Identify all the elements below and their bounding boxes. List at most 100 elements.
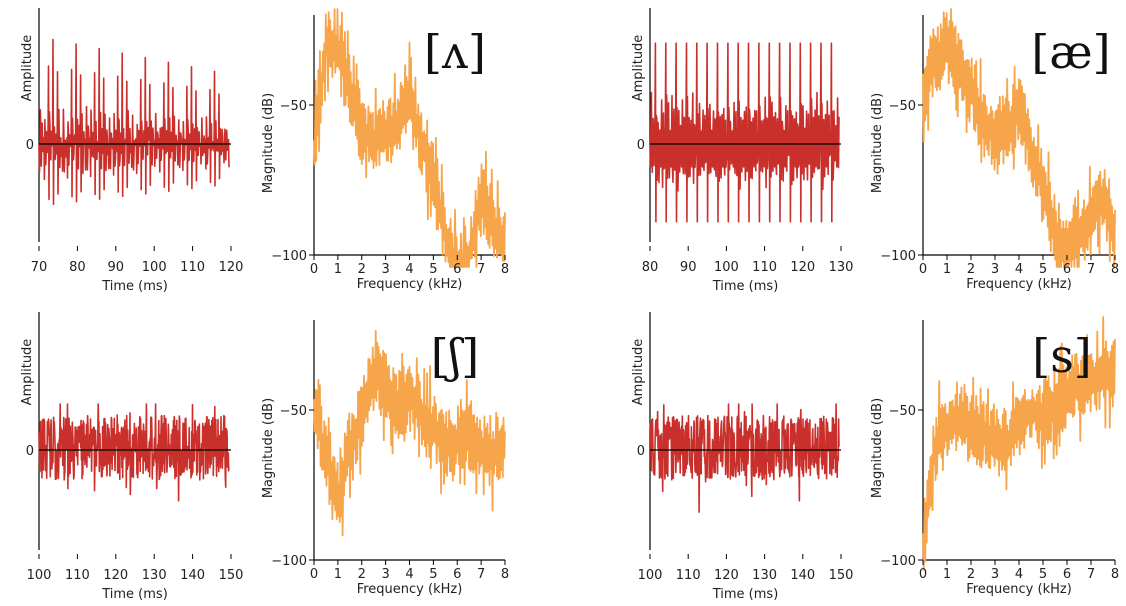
y-tick-label: −50 xyxy=(280,99,307,114)
y-axis-label: Amplitude xyxy=(631,339,646,406)
x-tick-label: 8 xyxy=(501,262,509,277)
x-tick-label: 4 xyxy=(405,567,413,582)
waveform-panel-1: 0 Amplitude 70 80 90 100 110 120 Time (ms) xyxy=(20,8,243,294)
x-tick-label: 6 xyxy=(1063,262,1071,277)
waveform-panel-7: 0 Amplitude 100 110 120 130 140 150 Time (ms) xyxy=(631,312,853,602)
x-tick-label: 2 xyxy=(358,262,366,277)
x-tick-label: 100 xyxy=(142,260,167,275)
y-tick-label: 0 xyxy=(26,444,34,459)
waveform-line xyxy=(38,403,230,502)
x-tick-label: 90 xyxy=(108,260,125,275)
x-tick-label: 100 xyxy=(27,568,52,583)
x-tick-label: 3 xyxy=(381,262,389,277)
waveform-panel-5: 0 Amplitude 100 110 120 130 140 150 Time (ms) xyxy=(20,312,243,602)
x-tick-label: 0 xyxy=(919,262,927,277)
y-tick-label: −100 xyxy=(880,249,916,264)
x-tick-label: 150 xyxy=(219,568,244,583)
x-tick-label: 100 xyxy=(638,568,663,583)
x-tick-label: 110 xyxy=(180,260,205,275)
x-tick-label: 6 xyxy=(453,567,461,582)
y-axis-label: Amplitude xyxy=(631,35,646,102)
y-axis-label: Amplitude xyxy=(20,35,35,102)
x-tick-label: 4 xyxy=(1015,567,1023,582)
y-tick-label: −100 xyxy=(880,554,916,569)
spectrum-panel-4: −50 −100 Magnitude (dB) 0 1 2 3 4 5 6 7 8 Frequency … xyxy=(870,8,1119,292)
x-axis-label: Time (ms) xyxy=(101,587,168,602)
x-tick-label: 120 xyxy=(103,568,128,583)
x-axis-label: Time (ms) xyxy=(712,279,779,294)
x-tick-label: 140 xyxy=(790,568,815,583)
x-tick-label: 80 xyxy=(69,260,86,275)
y-tick-label: −50 xyxy=(889,404,916,419)
x-tick-label: 4 xyxy=(1015,262,1023,277)
x-tick-label: 8 xyxy=(1111,567,1119,582)
spectrum-line xyxy=(313,329,506,537)
x-tick-label: 90 xyxy=(680,260,697,275)
spectrum-panel-8: −50 −100 Magnitude (dB) 0 1 2 3 4 5 6 7 8 Frequency … xyxy=(870,316,1119,597)
x-tick-label: 150 xyxy=(829,568,854,583)
x-axis-label: Frequency (kHz) xyxy=(966,582,1072,597)
x-tick-label: 130 xyxy=(752,568,777,583)
spectrum-line xyxy=(922,8,1116,268)
x-tick-label: 2 xyxy=(967,262,975,277)
y-tick-label: 0 xyxy=(637,444,645,459)
x-tick-label: 70 xyxy=(31,260,48,275)
waveform-line xyxy=(649,403,840,513)
x-tick-label: 5 xyxy=(1039,567,1047,582)
x-tick-label: 140 xyxy=(180,568,205,583)
phone-label: [s] xyxy=(1032,329,1092,383)
waveform-panel-3: 0 Amplitude 80 90 100 110 120 130 Time (ms) xyxy=(631,8,853,294)
x-tick-label: 3 xyxy=(991,567,999,582)
y-tick-label: −50 xyxy=(889,99,916,114)
x-tick-label: 6 xyxy=(453,262,461,277)
x-tick-label: 5 xyxy=(1039,262,1047,277)
x-tick-label: 7 xyxy=(477,262,485,277)
x-axis-label: Time (ms) xyxy=(101,279,168,294)
x-tick-label: 0 xyxy=(310,262,318,277)
x-axis-label: Frequency (kHz) xyxy=(966,277,1072,292)
y-tick-label: −50 xyxy=(280,404,307,419)
y-tick-label: 0 xyxy=(26,138,34,153)
y-tick-label: 0 xyxy=(637,138,645,153)
x-tick-label: 130 xyxy=(142,568,167,583)
x-tick-label: 4 xyxy=(405,262,413,277)
y-tick-label: −100 xyxy=(271,554,307,569)
x-tick-label: 120 xyxy=(714,568,739,583)
x-tick-label: 7 xyxy=(1087,567,1095,582)
phone-label: [ʃ] xyxy=(431,329,479,383)
x-tick-label: 120 xyxy=(219,260,244,275)
x-axis-label: Frequency (kHz) xyxy=(357,277,463,292)
x-tick-label: 6 xyxy=(1063,567,1071,582)
x-tick-label: 1 xyxy=(334,262,342,277)
y-axis-label: Magnitude (dB) xyxy=(870,93,885,193)
y-axis-label: Magnitude (dB) xyxy=(261,398,276,498)
x-tick-label: 8 xyxy=(1111,262,1119,277)
x-tick-label: 5 xyxy=(429,567,437,582)
x-tick-label: 5 xyxy=(429,262,437,277)
x-tick-label: 7 xyxy=(1087,262,1095,277)
x-tick-label: 3 xyxy=(991,262,999,277)
phone-label: [ʌ] xyxy=(424,25,486,79)
x-tick-label: 120 xyxy=(790,260,815,275)
x-tick-label: 8 xyxy=(501,567,509,582)
x-tick-label: 0 xyxy=(310,567,318,582)
x-tick-label: 130 xyxy=(829,260,854,275)
y-axis-label: Magnitude (dB) xyxy=(261,93,276,193)
x-tick-label: 2 xyxy=(967,567,975,582)
x-tick-label: 0 xyxy=(919,567,927,582)
x-tick-label: 1 xyxy=(334,567,342,582)
x-tick-label: 7 xyxy=(477,567,485,582)
x-tick-label: 100 xyxy=(714,260,739,275)
x-tick-label: 80 xyxy=(642,260,659,275)
phone-label: [æ] xyxy=(1031,25,1110,79)
x-tick-label: 1 xyxy=(943,262,951,277)
y-axis-label: Magnitude (dB) xyxy=(870,398,885,498)
y-tick-label: −100 xyxy=(271,249,307,264)
x-tick-label: 3 xyxy=(381,567,389,582)
x-axis-label: Time (ms) xyxy=(712,587,779,602)
waveform-line xyxy=(649,42,840,223)
spectrum-line xyxy=(313,8,506,268)
